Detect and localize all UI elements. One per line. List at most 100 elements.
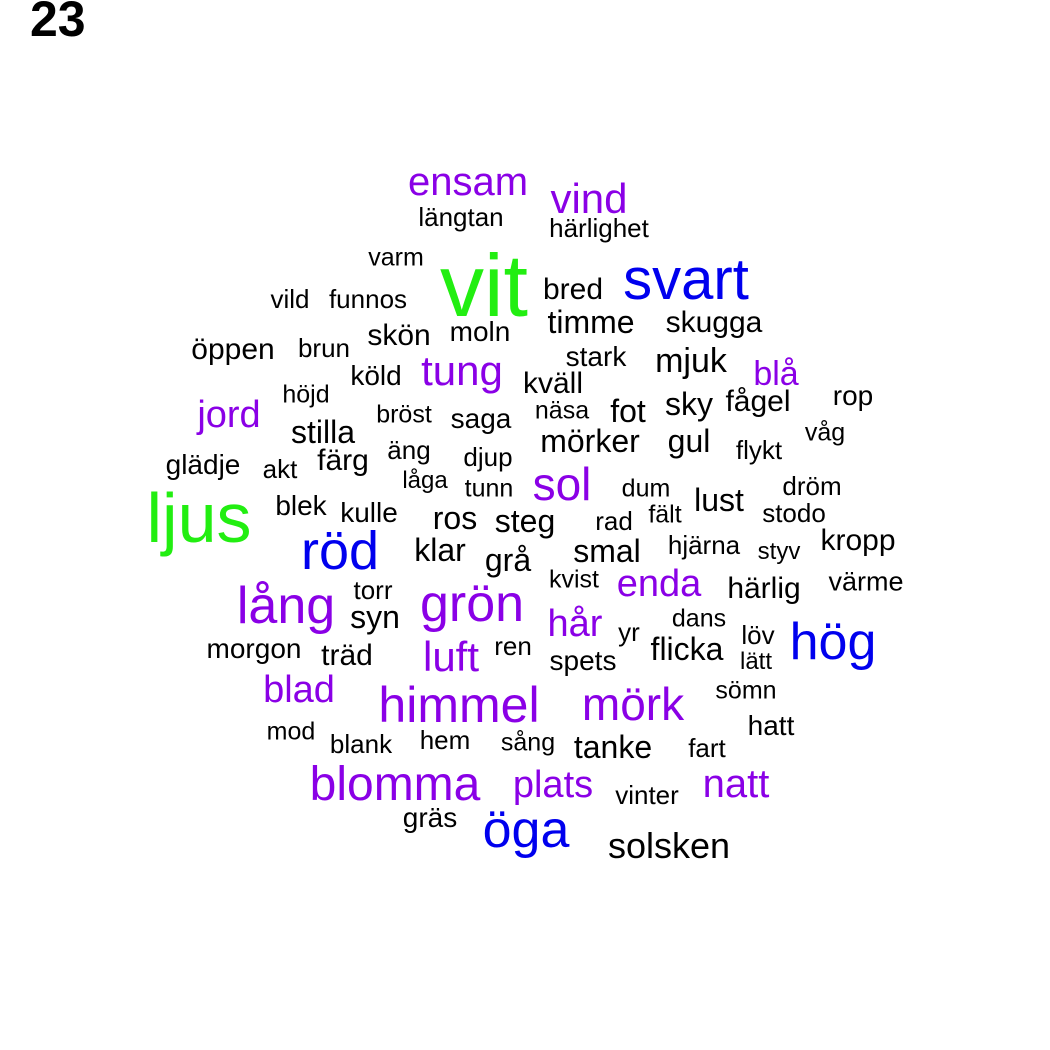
word-68: stodo (762, 498, 826, 528)
word-4: hög (789, 613, 877, 671)
word-51: våg (804, 418, 846, 447)
word-65: steg (494, 503, 556, 539)
word-41: fågel (725, 385, 791, 418)
word-30: skugga (665, 306, 763, 339)
word-26: bred (542, 273, 604, 306)
word-2: svart (623, 247, 749, 312)
word-47: stilla (290, 414, 356, 450)
word-29: timme (547, 304, 635, 340)
word-97: vinter (615, 780, 679, 810)
word-90: hatt (747, 710, 795, 741)
word-25: varm (368, 243, 424, 272)
word-80: dans (671, 604, 727, 633)
word-35: stark (565, 341, 627, 372)
word-43: bröst (376, 400, 432, 429)
word-24: härlighet (549, 213, 649, 243)
word-7: vind (550, 175, 628, 222)
word-82: löv (741, 620, 775, 650)
word-50: flykt (735, 435, 783, 465)
word-92: blank (329, 729, 393, 759)
word-74: kropp (820, 524, 896, 557)
word-62: blek (275, 490, 327, 521)
word-83: morgon (206, 633, 302, 664)
word-17: blad (263, 669, 335, 711)
word-49: gul (667, 423, 711, 459)
word-61: lust (694, 482, 744, 518)
word-88: lätt (739, 648, 773, 675)
word-91: mod (266, 717, 316, 746)
word-32: brun (297, 333, 351, 363)
word-59: dum (621, 474, 671, 503)
word-27: vild (270, 284, 310, 314)
word-77: härlig (727, 572, 801, 605)
word-81: yr (618, 617, 640, 647)
word-55: äng (387, 435, 431, 465)
word-31: öppen (191, 333, 275, 366)
word-48: mörker (540, 423, 640, 459)
word-79: syn (350, 599, 400, 635)
word-13: grön (419, 575, 525, 633)
word-84: träd (321, 639, 373, 672)
word-15: hår (547, 603, 603, 645)
word-46: fot (610, 393, 646, 429)
word-86: flicka (650, 631, 724, 667)
word-56: djup (463, 442, 513, 472)
word-71: smal (573, 533, 641, 569)
word-3: röd (300, 521, 380, 581)
word-70: grå (484, 542, 532, 578)
word-33: skön (367, 319, 431, 352)
word-16: luft (422, 633, 480, 680)
word-89: sömn (715, 676, 777, 705)
word-78: värme (828, 566, 904, 597)
panel-number-label: 23 (30, 0, 86, 47)
word-36: mjuk (655, 342, 727, 380)
word-40: rop (832, 380, 874, 411)
word-34: moln (449, 316, 511, 347)
word-99: solsken (607, 825, 731, 866)
word-67: fält (648, 500, 682, 529)
word-12: lång (236, 577, 336, 635)
word-23: längtan (418, 202, 504, 232)
word-94: sång (500, 728, 556, 757)
word-44: saga (450, 403, 512, 434)
word-85: ren (494, 631, 532, 661)
word-76: kvist (549, 565, 599, 594)
word-38: kväll (522, 367, 584, 400)
word-37: köld (350, 360, 402, 391)
word-53: akt (262, 454, 298, 484)
word-9: blå (753, 355, 799, 393)
word-54: färg (317, 444, 369, 477)
word-57: låga (402, 467, 448, 494)
word-10: jord (197, 394, 261, 436)
word-6: ensam (407, 160, 529, 204)
word-95: tanke (573, 729, 653, 765)
word-14: enda (616, 563, 702, 605)
word-69: klar (414, 532, 466, 568)
word-1: ljus (146, 479, 252, 557)
word-19: mörk (581, 678, 685, 730)
word-96: fart (688, 733, 726, 763)
word-28: funnos (328, 284, 408, 314)
word-22: natt (702, 762, 770, 806)
word-87: spets (549, 645, 617, 676)
word-66: rad (595, 506, 633, 536)
word-8: tung (421, 347, 503, 394)
word-39: höjd (282, 380, 330, 409)
word-52: glädje (165, 449, 241, 480)
word-75: torr (353, 575, 393, 605)
word-98: gräs (402, 802, 458, 833)
word-64: ros (432, 500, 478, 536)
word-20: blomma (309, 758, 481, 811)
word-73: styv (757, 538, 801, 565)
word-72: hjärna (667, 530, 741, 560)
word-11: sol (532, 458, 592, 510)
word-93: hem (419, 725, 471, 755)
word-42: sky (665, 386, 713, 422)
word-21: plats (512, 764, 594, 806)
word-58: tunn (464, 474, 514, 503)
word-60: dröm (782, 471, 842, 501)
word-63: kulle (340, 497, 398, 528)
word-18: himmel (378, 677, 540, 733)
word-5: öga (482, 801, 570, 859)
